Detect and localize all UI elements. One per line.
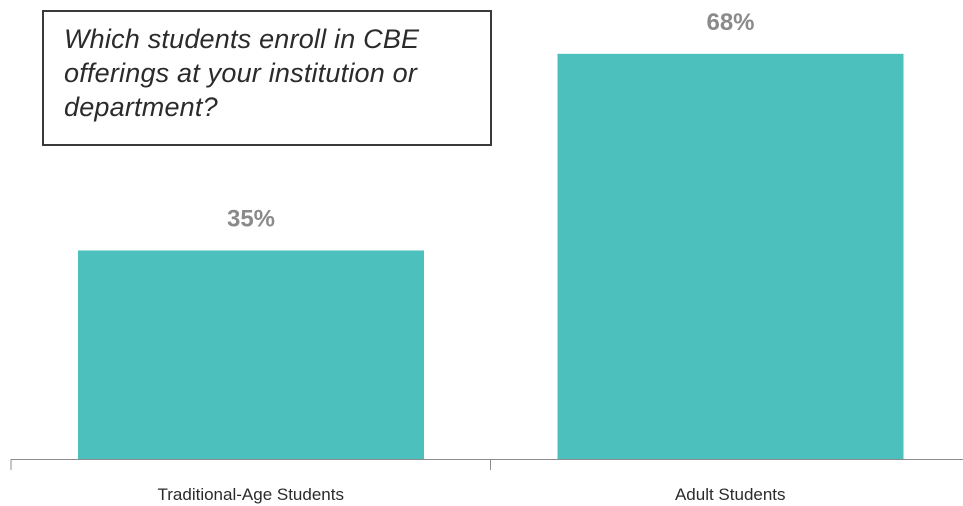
data-label-1: 68% <box>706 9 754 36</box>
bar-0 <box>78 250 424 459</box>
question-callout: Which students enroll in CBE offerings a… <box>42 10 492 146</box>
x-tick-label-1: Adult Students <box>675 485 786 504</box>
question-text: Which students enroll in CBE offerings a… <box>64 24 420 122</box>
x-tick-label-0: Traditional-Age Students <box>158 485 344 504</box>
bar-1 <box>557 53 904 459</box>
data-label-0: 35% <box>227 205 275 232</box>
